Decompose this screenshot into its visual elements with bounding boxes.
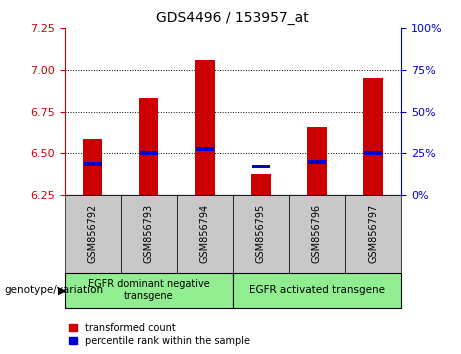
Bar	[364, 151, 382, 155]
Bar	[83, 139, 102, 195]
Bar	[252, 165, 270, 168]
Bar	[363, 78, 383, 195]
Bar	[83, 162, 101, 166]
Title: GDS4496 / 153957_at: GDS4496 / 153957_at	[156, 11, 309, 24]
Bar	[196, 147, 214, 151]
Text: GSM856797: GSM856797	[368, 204, 378, 263]
Text: GSM856796: GSM856796	[312, 204, 322, 263]
Text: genotype/variation: genotype/variation	[5, 285, 104, 295]
Bar	[139, 98, 159, 195]
Text: ▶: ▶	[58, 285, 66, 295]
Text: EGFR activated transgene: EGFR activated transgene	[249, 285, 385, 295]
Legend: transformed count, percentile rank within the sample: transformed count, percentile rank withi…	[70, 323, 250, 346]
Text: GSM856794: GSM856794	[200, 204, 210, 263]
Bar	[195, 60, 214, 195]
Bar	[140, 151, 158, 155]
Bar	[251, 174, 271, 195]
Bar	[307, 127, 327, 195]
Text: EGFR dominant negative
transgene: EGFR dominant negative transgene	[88, 279, 210, 301]
Bar	[308, 160, 326, 164]
Text: GSM856795: GSM856795	[256, 204, 266, 263]
Text: GSM856793: GSM856793	[144, 204, 154, 263]
Text: GSM856792: GSM856792	[88, 204, 98, 263]
